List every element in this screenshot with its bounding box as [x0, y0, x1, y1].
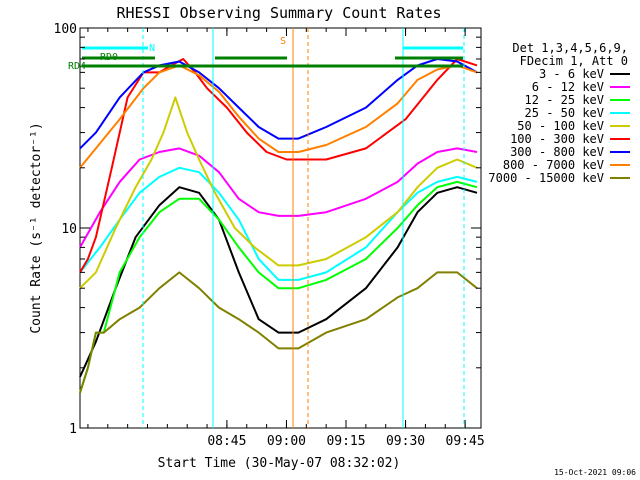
- series-line-1: [79, 186, 478, 378]
- y-tick-label-3: 100: [54, 22, 77, 37]
- series-line-4: [79, 166, 478, 281]
- annotation-layer: RD0 RD4 N S: [68, 28, 465, 428]
- series-line-9: [79, 271, 478, 394]
- legend-label-7: 300 - 800 keV: [510, 145, 604, 159]
- axes-layer: 08:45 09:00 09:15 09:30 09:45 1 10 100: [54, 22, 485, 449]
- plot-area: [79, 27, 482, 429]
- series-line-6: [79, 58, 478, 273]
- y-tick-label-2: 10: [61, 222, 77, 237]
- legend-label-2: 6 - 12 keV: [532, 80, 604, 94]
- x-axis-label: Start Time (30-May-07 08:32:02): [158, 456, 401, 471]
- generated-timestamp: 15-Oct-2021 09:06: [554, 468, 636, 477]
- chart-title: RHESSI Observing Summary Count Rates: [116, 4, 441, 22]
- x-tick-label-3: 09:15: [326, 434, 365, 449]
- legend-header-2: FDecim 1, Att 0: [520, 54, 628, 68]
- x-tick-label-1: 08:45: [207, 434, 246, 449]
- y-axis-label: Count Rate (s⁻¹ detector⁻¹): [29, 122, 44, 333]
- legend-label-5: 50 - 100 keV: [517, 119, 604, 133]
- rd0-label: RD0: [100, 52, 118, 63]
- legend-label-9: 7000 - 15000 keV: [488, 171, 604, 185]
- legend-header-1: Det 1,3,4,5,6,9,: [512, 41, 628, 55]
- legend-label-1: 3 - 6 keV: [539, 67, 604, 81]
- s-label: S: [280, 36, 286, 47]
- x-tick-label-2: 09:00: [267, 434, 306, 449]
- legend-label-3: 12 - 25 keV: [525, 93, 604, 107]
- n-label: N: [149, 43, 155, 54]
- x-tick-label-4: 09:30: [386, 434, 425, 449]
- series-layer: [79, 58, 478, 394]
- legend-label-6: 100 - 300 keV: [510, 132, 604, 146]
- plot-frame: [79, 27, 482, 429]
- series-line-5: [79, 96, 478, 289]
- series-line-2: [79, 147, 478, 248]
- legend: Det 1,3,4,5,6,9,FDecim 1, Att 03 - 6 keV…: [488, 41, 630, 185]
- y-tick-label-1: 1: [69, 422, 77, 437]
- series-line-3: [79, 180, 478, 394]
- legend-label-4: 25 - 50 keV: [525, 106, 604, 120]
- x-tick-label-5: 09:45: [446, 434, 485, 449]
- legend-label-8: 800 - 7000 keV: [503, 158, 604, 172]
- rd4-label: RD4: [68, 61, 86, 72]
- series-line-8: [79, 64, 478, 169]
